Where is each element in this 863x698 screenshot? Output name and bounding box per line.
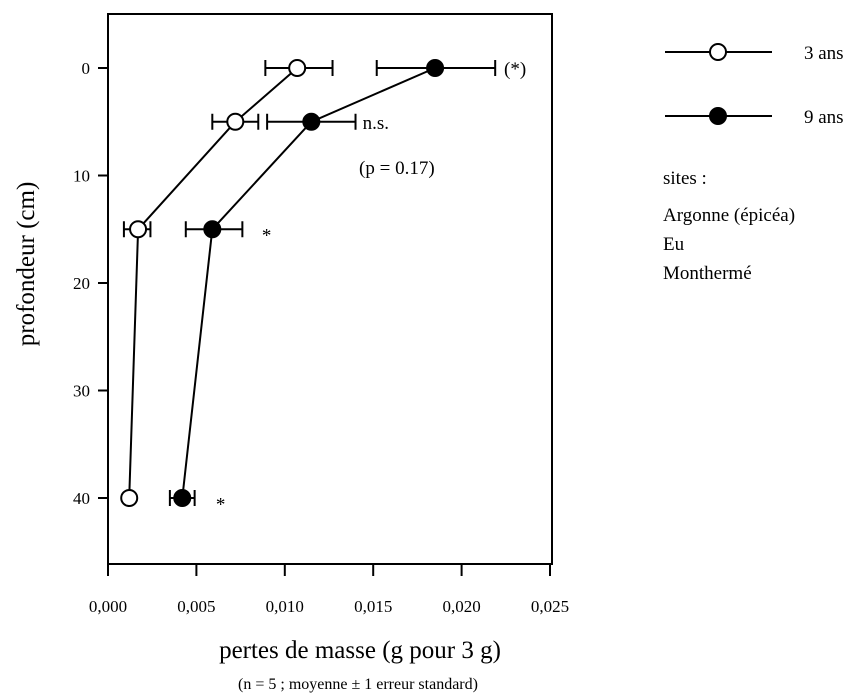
series-line-9-ans [181,67,436,499]
legend-open-circle-icon [709,43,727,61]
x-tick-label: 0,015 [354,597,392,616]
y-tick-label: 10 [73,167,90,186]
x-tick-label: 0,020 [442,597,480,616]
open-circle-point [120,489,139,507]
y-tick-label: 30 [73,382,90,401]
open-circle-point [129,220,148,239]
annotation: (*) [504,59,526,80]
filled-circle-point [173,489,192,507]
open-circle-point [226,112,245,131]
y-tick-label: 20 [73,274,90,293]
x-tick-label: 0,005 [177,597,215,616]
y-axis-ticks: 0 10 20 30 40 [73,59,108,508]
legend: 3 ans 9 ans [665,43,844,128]
annotations: (*) n.s. (p = 0.17) * * [216,59,526,515]
x-axis-label: pertes de masse (g pour 3 g) [219,637,501,664]
y-tick-label: 0 [82,59,91,78]
y-axis-label: profondeur (cm) [13,182,40,347]
annotation: n.s. [363,113,389,134]
filled-circle-point [203,220,222,239]
legend-filled-circle-icon [709,107,727,125]
annotation: * [216,494,226,515]
filled-circle-point [302,112,321,131]
series-line-3-ans [128,67,298,499]
plot-frame [107,13,553,565]
x-tick-label: 0,025 [531,597,569,616]
site-eu: Eu [663,234,685,255]
annotation: * [262,226,272,247]
sites-heading: sites : [663,168,707,189]
open-circle-point [288,59,307,77]
x-axis-note: (n = 5 ; moyenne ± 1 erreur standard) [238,676,478,693]
x-tick-label: 0,010 [266,597,304,616]
series-lines [128,67,436,499]
data-points [120,59,445,507]
y-tick-label: 40 [73,489,90,508]
x-tick-label: 0,000 [89,597,127,616]
filled-circle-point [426,59,445,77]
legend-label: 3 ans [804,43,844,64]
x-axis-ticks: 0,000 0,005 0,010 0,015 0,020 0,025 [89,564,569,616]
site-monthermé: Monthermé [663,263,752,284]
site-argonne: Argonne (épicéa) [663,205,795,226]
legend-label: 9 ans [804,107,844,128]
annotation: (p = 0.17) [359,158,435,179]
